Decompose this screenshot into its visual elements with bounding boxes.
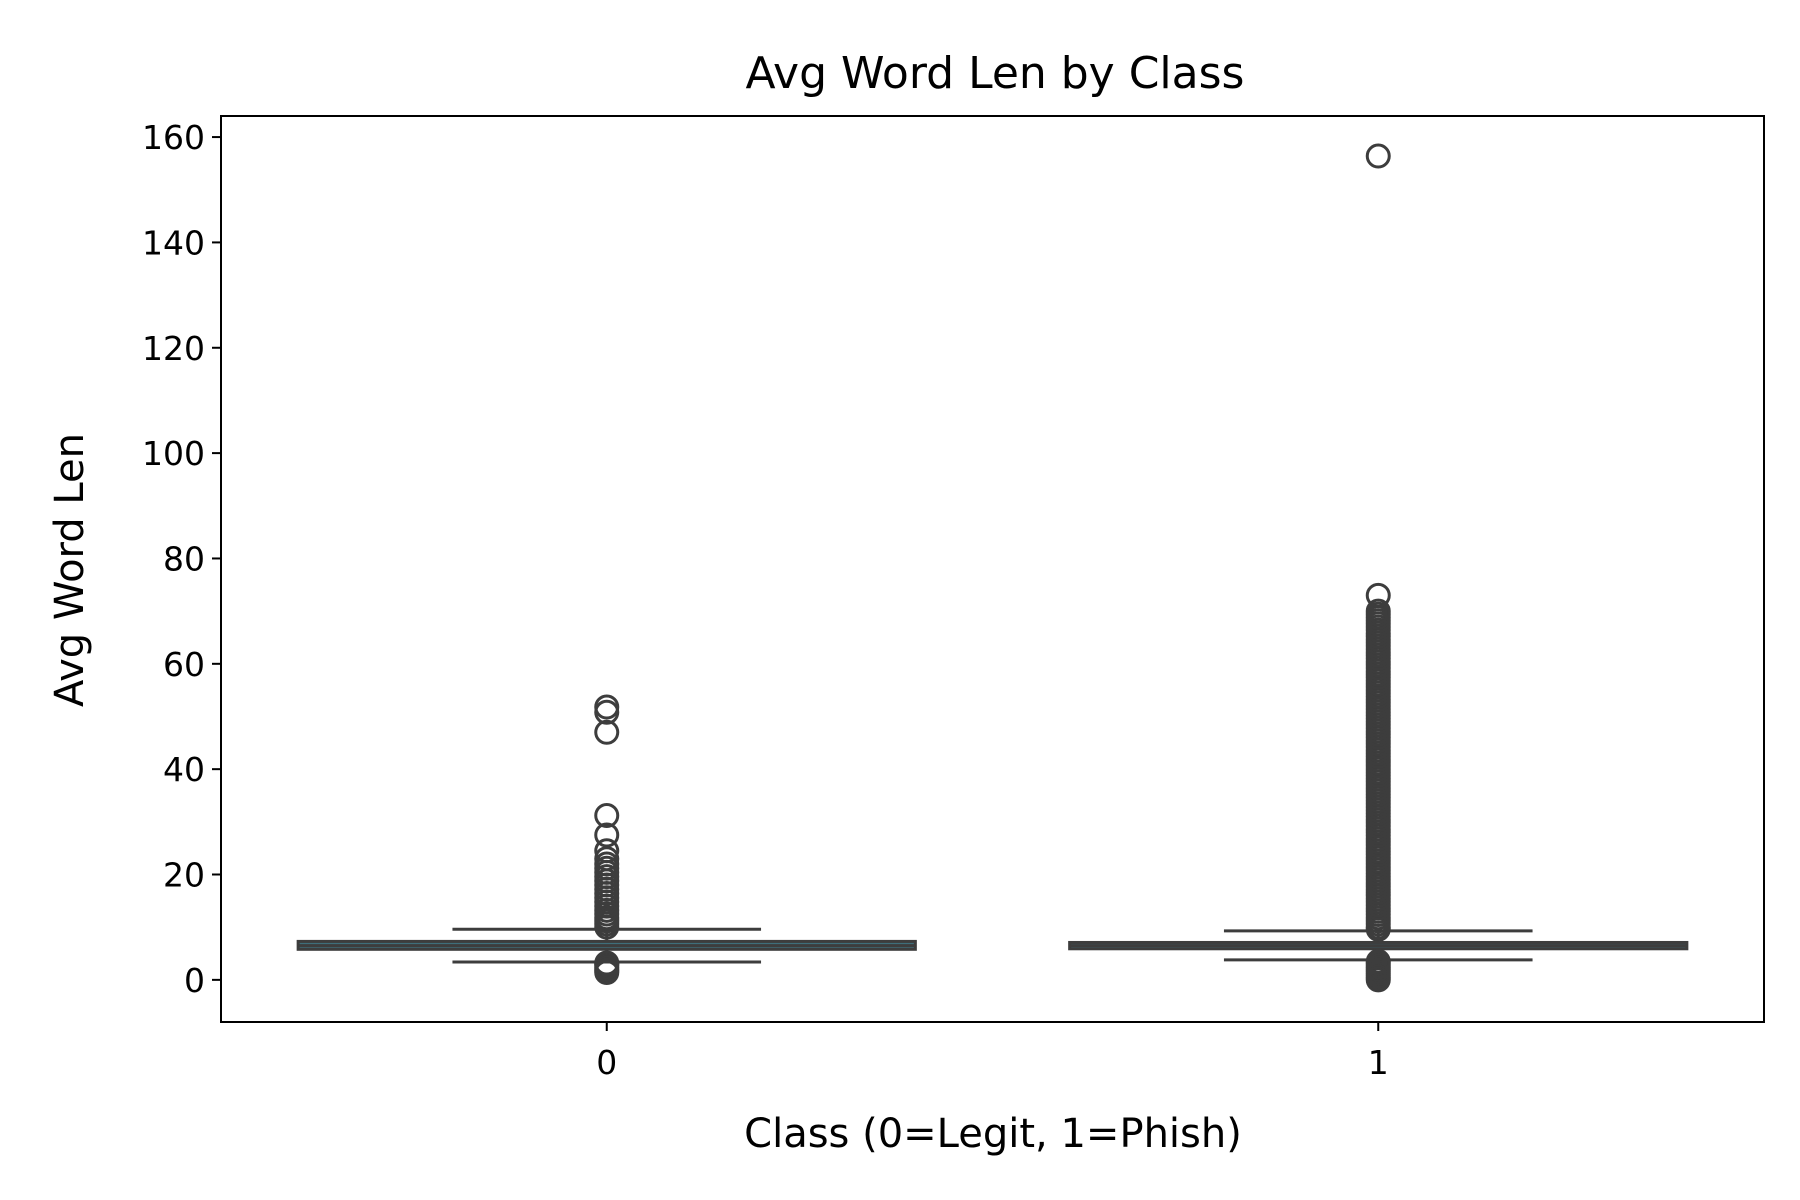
plot-area <box>296 143 1689 993</box>
y-tick-label: 140 <box>142 223 205 262</box>
outlier-point <box>594 950 620 976</box>
y-tick-label: 40 <box>163 750 205 789</box>
outlier-point <box>594 838 620 864</box>
outlier-point <box>1365 948 1391 974</box>
y-tick-label: 0 <box>184 961 205 1000</box>
box-group-class-0 <box>296 694 917 985</box>
box-group-class-1 <box>1068 143 1689 993</box>
outlier-point <box>594 803 620 829</box>
y-axis: 0 20 40 60 80 100 120 140 160 <box>142 118 221 1000</box>
y-tick-label: 160 <box>142 118 205 157</box>
outlier-point <box>1365 582 1391 608</box>
y-tick-label: 80 <box>163 539 205 578</box>
x-tick-label: 0 <box>596 1043 617 1082</box>
outlier-point <box>594 822 620 848</box>
y-tick-label: 60 <box>163 645 205 684</box>
outlier-point <box>594 719 620 745</box>
y-axis-label: Avg Word Len <box>47 433 93 707</box>
plot-frame <box>220 115 1765 1023</box>
outlier-point <box>594 694 620 720</box>
x-tick-label: 1 <box>1368 1043 1389 1082</box>
x-axis-label: Class (0=Legit, 1=Phish) <box>744 1111 1242 1157</box>
y-tick-label: 120 <box>142 329 205 368</box>
y-tick-label: 100 <box>142 434 205 473</box>
outlier-point <box>594 846 620 872</box>
y-tick-label: 20 <box>163 856 205 895</box>
chart-title: Avg Word Len by Class <box>746 48 1245 99</box>
outlier-point <box>1365 143 1391 169</box>
outlier-point <box>1365 598 1391 624</box>
